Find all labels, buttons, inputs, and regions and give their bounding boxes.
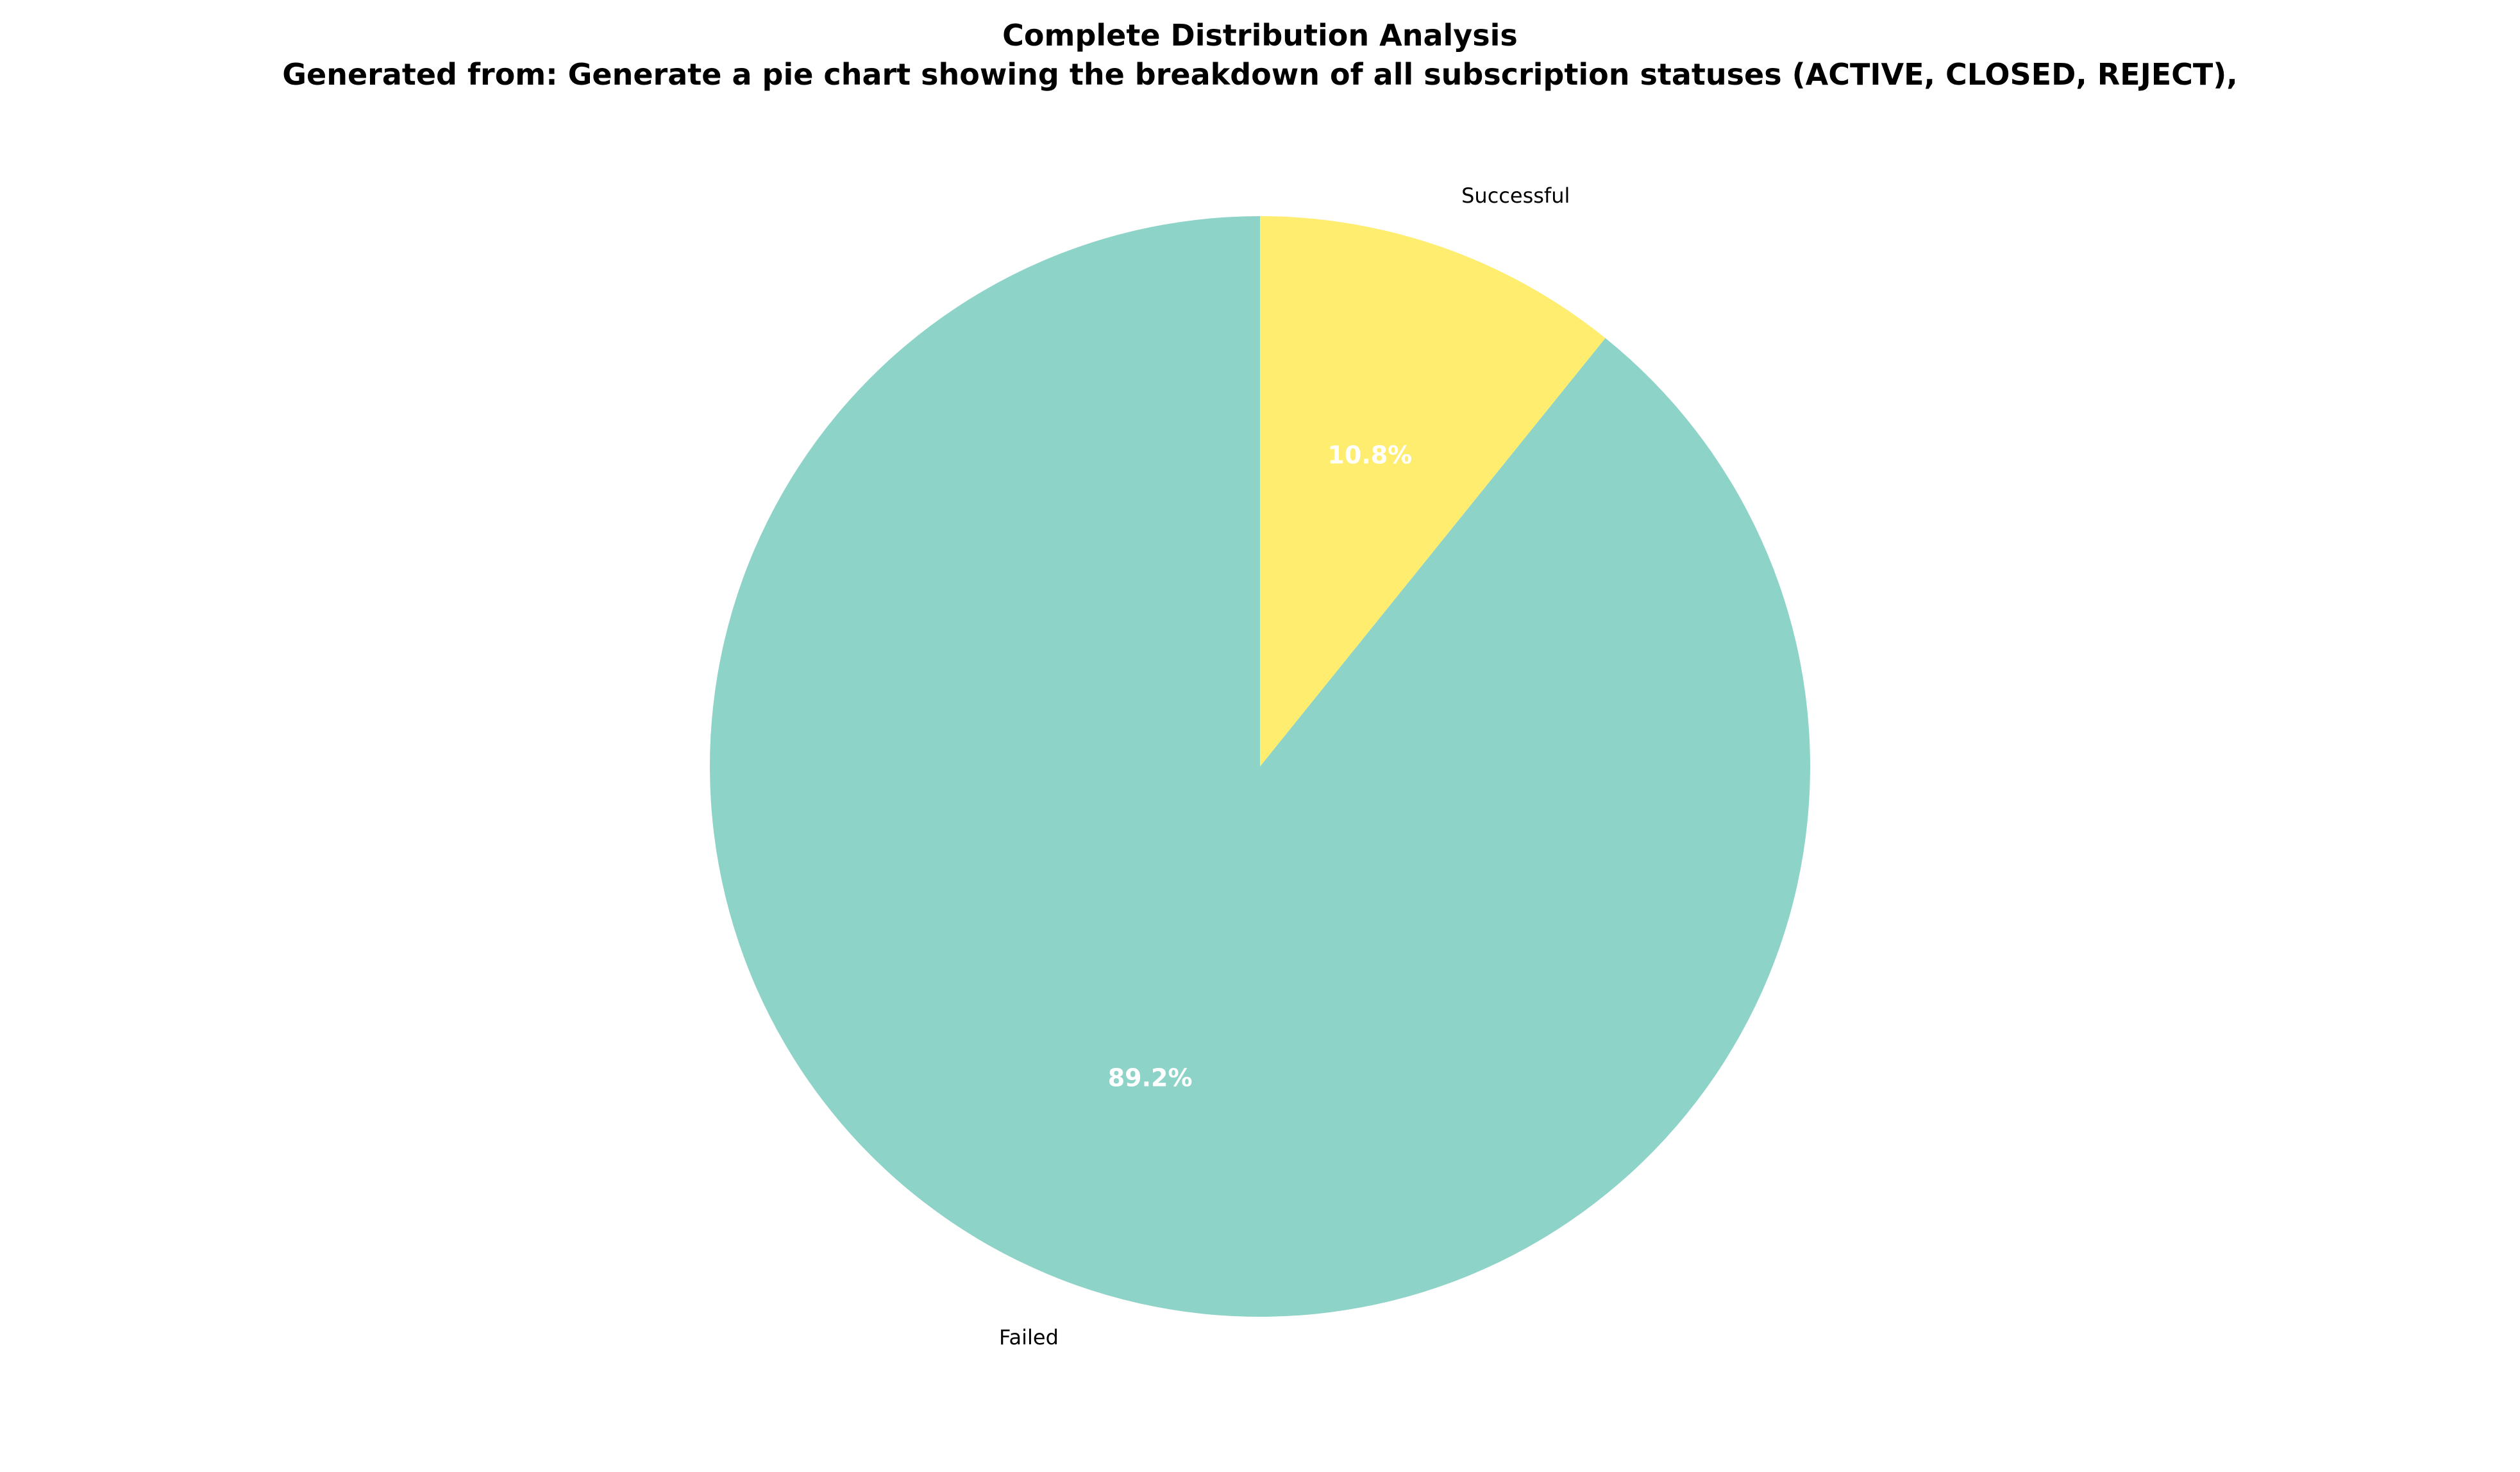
chart-title: Complete Distribution Analysis [1002,18,1518,53]
pie-slice-successful [1260,216,1606,766]
slice-label-failed: Failed [999,1325,1059,1349]
slice-pct-failed: 89.2% [1108,1063,1193,1092]
slice-pct-successful: 10.8% [1327,441,1412,470]
slice-label-successful: Successful [1461,183,1570,208]
chart-subtitle: Generated from: Generate a pie chart sho… [282,57,2238,92]
pie-labels: Failed 89.2% Successful 10.8% [999,183,1570,1349]
pie-slices [710,216,1810,1317]
